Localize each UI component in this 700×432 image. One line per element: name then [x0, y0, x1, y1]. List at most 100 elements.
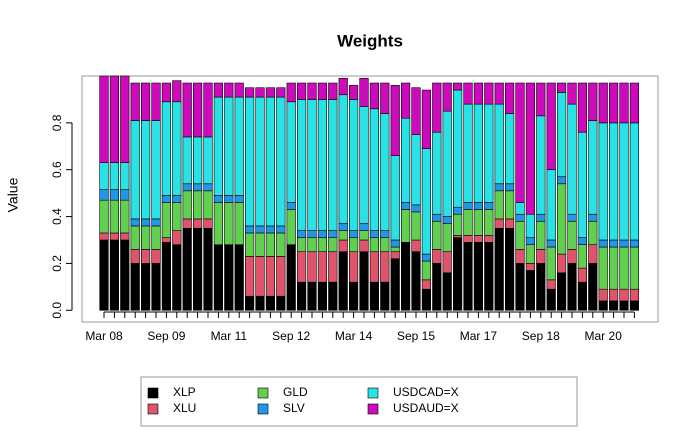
bar-segment [109, 75, 119, 163]
bar-segment [245, 295, 255, 311]
bar-segment [452, 213, 463, 236]
bar-segment [182, 183, 192, 192]
bar-segment [286, 244, 296, 311]
legend-swatch [257, 387, 269, 399]
bar-segment [380, 251, 390, 283]
bar-segment [130, 263, 140, 311]
legend-label: USDCAD=X [393, 385, 459, 399]
bar-segment [463, 103, 473, 203]
legend-swatch [367, 387, 379, 399]
bar-segment [380, 230, 390, 238]
bar-segment [432, 249, 442, 264]
bar-segment [577, 267, 587, 283]
bar-segment [265, 96, 276, 227]
bar-segment [473, 209, 484, 236]
bar-segment [172, 230, 182, 245]
bar-segment [567, 82, 577, 105]
bar-segment [629, 122, 639, 241]
bar-segment [213, 96, 224, 196]
bar-segment [567, 220, 577, 250]
bar-segment [369, 230, 380, 238]
bar-segment [598, 239, 608, 248]
bar-segment [328, 237, 338, 253]
bar-segment [598, 288, 608, 302]
bar-segment [161, 242, 172, 311]
x-tick-label: Mar 08 [85, 329, 123, 343]
bar-segment [369, 82, 380, 110]
bar-segment [463, 242, 473, 311]
bar-segment [338, 239, 348, 253]
bar-segment [182, 190, 192, 220]
bar-segment [400, 82, 411, 119]
bar-segment [193, 190, 203, 220]
bar-segment [317, 99, 328, 231]
bar-segment [265, 232, 276, 257]
legend-swatch [367, 403, 379, 415]
bar-segment [234, 96, 244, 196]
bar-segment [463, 82, 473, 105]
bar-segment [588, 220, 598, 245]
bar-segment [556, 176, 567, 185]
bar-segment [390, 251, 400, 260]
bar-segment [536, 249, 546, 264]
bar-segment [546, 279, 556, 290]
bar-segment [193, 227, 203, 311]
bar-segment [525, 244, 535, 264]
bar-segment [442, 272, 452, 311]
bar-segment [307, 230, 317, 238]
legend-swatch [257, 403, 269, 415]
bar-segment [130, 120, 140, 220]
bar-segment [608, 246, 619, 290]
bar-segment [338, 230, 348, 241]
bar-segment [348, 230, 359, 238]
bar-segment [608, 300, 619, 311]
bar-segment [99, 162, 109, 190]
bar-segment [234, 82, 244, 98]
bar-segment [369, 237, 380, 253]
bar-segment [245, 232, 255, 257]
bar-segment [182, 82, 192, 138]
bar-segment [348, 251, 359, 283]
bar-segment [193, 183, 203, 192]
bar-segment [432, 263, 442, 311]
bar-segment [213, 202, 224, 245]
bar-segment [432, 220, 442, 250]
bar-segment [588, 120, 598, 215]
bar-segment [411, 87, 421, 135]
bar-segment [515, 82, 525, 203]
bar-segment [369, 251, 380, 283]
bar-segment [452, 82, 463, 91]
bar-segment [588, 263, 598, 311]
bar-segment [296, 82, 307, 100]
bar-segment [504, 82, 515, 114]
bar-segment [598, 246, 608, 290]
bar-segment [546, 239, 556, 248]
bar-segment [567, 103, 577, 215]
bar-segment [224, 195, 234, 203]
bar-segment [99, 75, 109, 163]
bar-segment [151, 218, 161, 227]
bar-segment [421, 279, 432, 290]
bar-segment [255, 256, 265, 297]
bar-segment [265, 295, 276, 311]
y-tick-label: 0.4 [50, 208, 64, 225]
plot-box [81, 75, 659, 323]
bar-segment [380, 237, 390, 253]
bar-segment [265, 225, 276, 234]
bar-segment [276, 96, 286, 227]
bar-segment [307, 281, 317, 311]
bar-segment [577, 82, 587, 133]
bar-segment [109, 189, 119, 201]
bar-segment [172, 80, 182, 103]
bar-segment [629, 239, 639, 248]
bar-segment [359, 78, 369, 107]
bar-segment [99, 199, 109, 234]
bar-segment [99, 239, 109, 311]
bar-segment [536, 115, 546, 215]
bar-segment [99, 189, 109, 201]
bar-segment [296, 99, 307, 231]
bar-segment [182, 227, 192, 311]
x-tick-label: Sep 18 [522, 329, 560, 343]
bar-segment [577, 131, 587, 238]
bar-segment [328, 82, 338, 100]
